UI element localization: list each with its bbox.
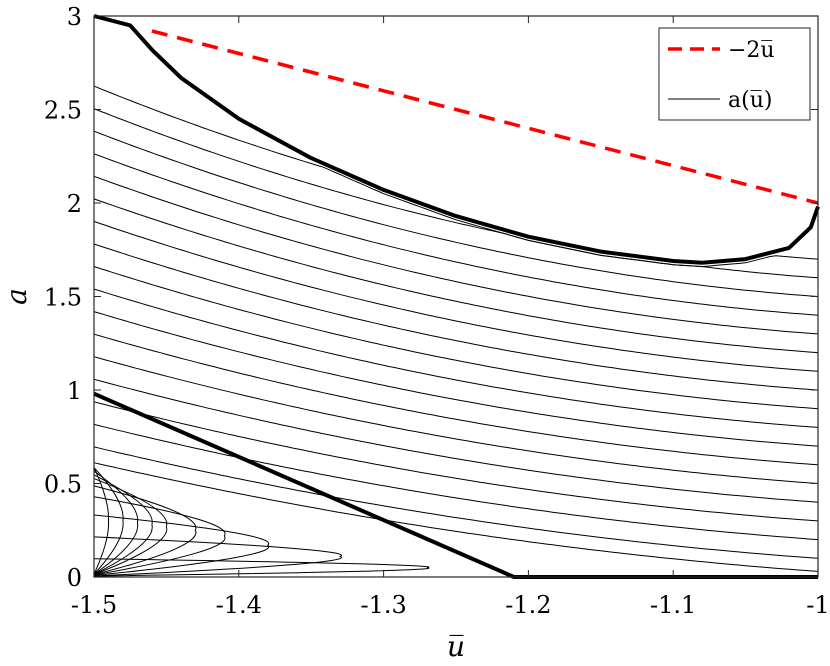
y-tick-label: 0.5: [44, 471, 82, 499]
y-tick-label: 2.5: [44, 97, 82, 125]
x-tick-label: -1: [806, 591, 829, 619]
axis-ticks: -1.5 -1.4 -1.3 -1.2 -1.1 -1 0 0.5 1 1.5 2 2.5 3: [44, 3, 830, 619]
legend-box: [658, 27, 811, 121]
family-curve: [93, 288, 819, 428]
x-tick-label: -1.4: [216, 591, 262, 619]
x-tick-label: -1.3: [360, 591, 406, 619]
family-curve: [93, 333, 819, 466]
family-curve: [93, 401, 819, 522]
inner-loop-curve: [93, 558, 430, 577]
x-tick-label: -1.5: [71, 591, 117, 619]
inner-loop-curve: [93, 467, 110, 575]
inner-loop-curve: [93, 467, 124, 575]
y-tick-label: 1.5: [44, 284, 82, 312]
family-curve: [93, 446, 819, 559]
family-curve: [93, 356, 819, 484]
reference-dashed-line: [151, 29, 819, 205]
solution-curves: [93, 85, 819, 577]
family-curve: [93, 130, 819, 297]
boundary-curve: [93, 14, 820, 265]
family-curve: [93, 423, 819, 541]
y-tick-label: 0: [67, 564, 82, 592]
inner-loop-curve: [93, 470, 139, 575]
family-curve: [93, 175, 819, 335]
family-curve: [93, 198, 819, 354]
inner-loop-curve: [93, 496, 226, 576]
inner-loop-curve: [93, 478, 168, 575]
family-curve: [93, 108, 819, 279]
family-curve: [93, 220, 819, 372]
x-tick-label: -1.1: [650, 591, 696, 619]
y-tick-label: 3: [67, 3, 82, 31]
y-tick-label: 1: [67, 377, 82, 405]
family-curve: [93, 266, 819, 410]
inner-loop-curve: [93, 514, 270, 576]
y-tick-label: 2: [67, 190, 82, 218]
family-curve: [93, 311, 819, 447]
legend: −2u̅ a(u̅): [658, 27, 811, 121]
inner-loop-curve: [93, 536, 342, 577]
inner-loop-curve: [93, 474, 153, 575]
x-axis-label: u̅: [447, 630, 465, 663]
family-curve: [93, 153, 819, 316]
legend-entry-label: −2u̅: [728, 38, 775, 63]
family-curve: [93, 462, 819, 572]
legend-entry-label: a(u̅): [728, 88, 772, 113]
inner-loop-curve: [93, 485, 197, 576]
x-tick-label: -1.2: [505, 591, 551, 619]
family-curve: [93, 378, 819, 503]
family-curve: [93, 243, 819, 391]
family-curve: [93, 85, 819, 268]
y-axis-label: a: [0, 288, 33, 305]
